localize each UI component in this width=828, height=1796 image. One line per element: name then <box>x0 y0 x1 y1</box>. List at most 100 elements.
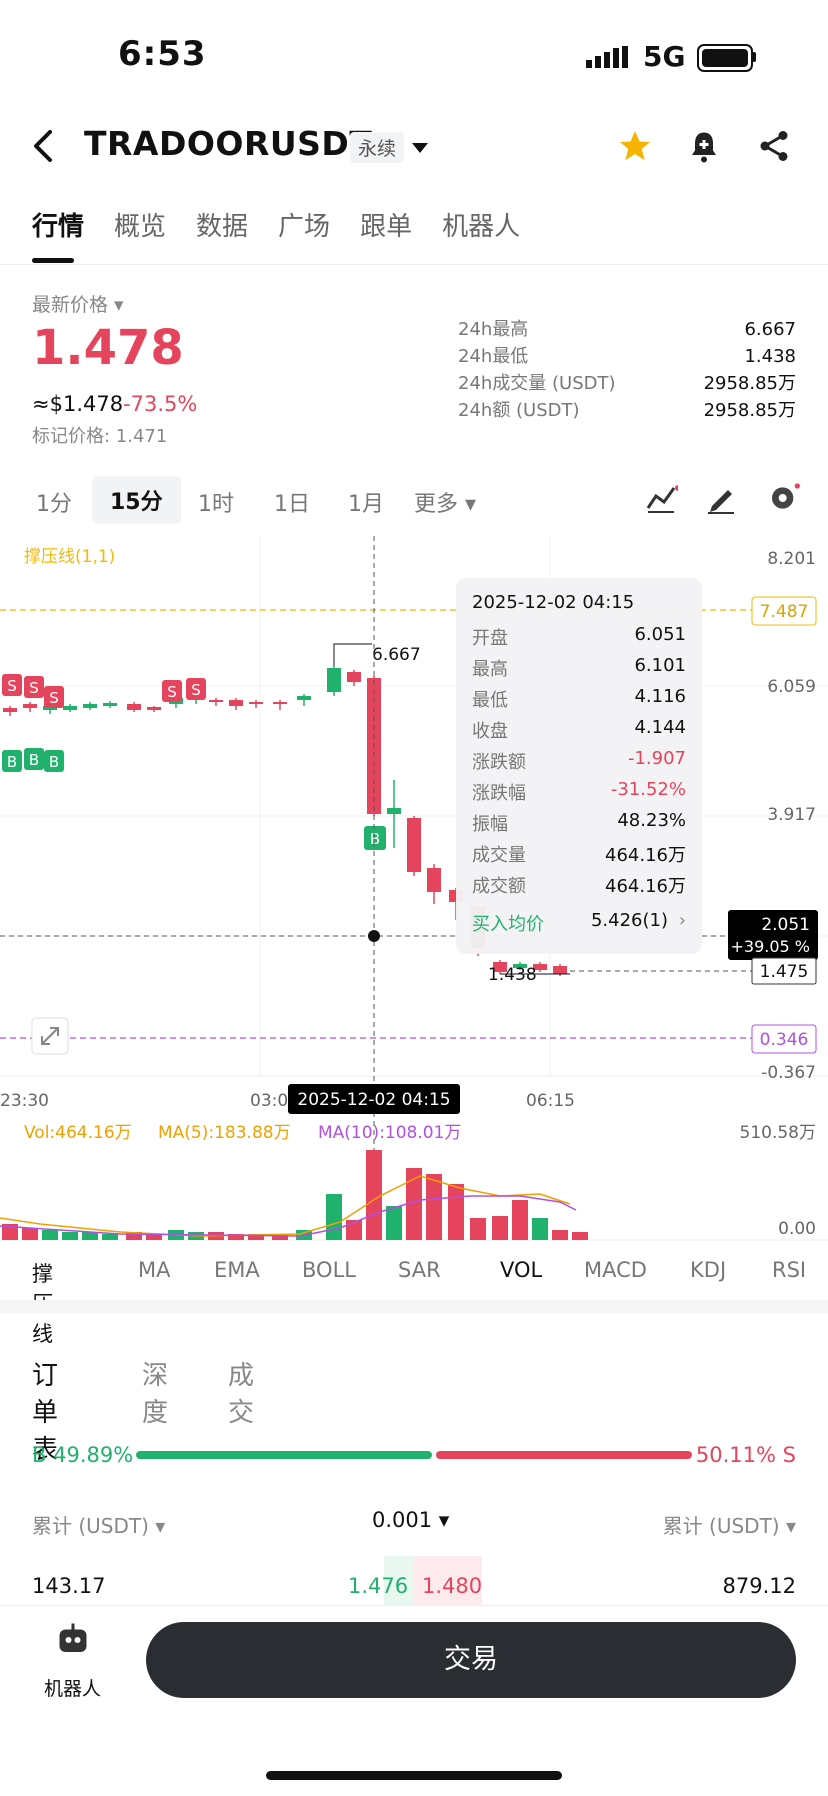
stat-value: 1.438 <box>744 346 796 367</box>
tf-more[interactable]: 更多 ▾ <box>414 492 477 517</box>
ind-tab-macd[interactable]: MACD <box>584 1258 647 1282</box>
divider <box>0 264 828 265</box>
stat-value: 2958.85万 <box>703 400 796 421</box>
stats-values: 6.667 1.438 2958.85万 2958.85万 <box>704 316 796 424</box>
y-label: 3.917 <box>767 805 816 825</box>
sell-ratio: 50.11% S <box>695 1443 796 1467</box>
precision-select[interactable]: 0.001 ▾ <box>372 1508 450 1532</box>
latest-price-label[interactable]: 最新价格 ▾ <box>32 294 124 316</box>
svg-text:B: B <box>370 830 380 848</box>
crosshair-time: 2025-12-02 04:15 <box>297 1090 450 1110</box>
battery-icon <box>697 44 753 72</box>
draw-pen-icon[interactable] <box>706 484 736 518</box>
tf-1m[interactable]: 1分 <box>36 492 72 517</box>
ask-total: 879.12 <box>722 1574 796 1598</box>
stat-value: 6.667 <box>744 319 796 340</box>
tab-orderbook[interactable]: 订单表 <box>32 1361 59 1465</box>
kline-chart[interactable]: 撑压线(1,1) 7.487 0.346 8.201 6.059 3.917 -… <box>0 536 828 1246</box>
svg-text:S: S <box>29 679 39 697</box>
ma10-legend: MA(10):108.01万 <box>318 1123 461 1143</box>
main-tabs: 行情 概览 数据 广场 跟单 机器人 <box>32 206 550 243</box>
svg-text:S: S <box>167 683 177 701</box>
buy-ratio-bar <box>136 1451 432 1459</box>
symbol-title[interactable]: TRADOORUSDT <box>84 124 373 163</box>
contract-type-badge[interactable]: 永续 <box>350 132 405 163</box>
network-label: 5G <box>643 40 686 73</box>
signal-icon <box>586 46 630 72</box>
tab-overview[interactable]: 概览 <box>114 212 167 242</box>
svg-text:B: B <box>29 751 39 769</box>
change-pct: -73.5% <box>123 392 198 416</box>
expand-icon[interactable] <box>31 1017 69 1055</box>
tooltip-value: 6.051 <box>634 624 686 645</box>
ind-tab-vol[interactable]: VOL <box>500 1258 543 1282</box>
tab-robot[interactable]: 机器人 <box>442 212 521 242</box>
stat-label: 24h额 (USDT) <box>458 400 580 421</box>
robot-label[interactable]: 机器人 <box>44 1678 102 1700</box>
ind-tab-ema[interactable]: EMA <box>214 1258 260 1282</box>
tf-15m[interactable]: 15分 <box>92 476 181 524</box>
trade-button[interactable]: 交易 <box>146 1622 796 1698</box>
tf-1mo[interactable]: 1月 <box>348 492 384 517</box>
tooltip-key: 涨跌额 <box>472 752 526 773</box>
tooltip-value: 4.116 <box>634 686 686 707</box>
usd-price-row: ≈$1.478-73.5% <box>32 392 197 416</box>
tab-market[interactable]: 行情 <box>32 212 85 242</box>
tooltip-key: 涨跌幅 <box>472 783 526 804</box>
tooltip-value: -1.907 <box>627 748 686 769</box>
section-gap <box>0 1300 828 1314</box>
tab-square[interactable]: 广场 <box>278 212 331 242</box>
tab-copy-trade[interactable]: 跟单 <box>360 212 413 242</box>
tab-data[interactable]: 数据 <box>196 212 249 242</box>
tf-1d[interactable]: 1日 <box>274 492 310 517</box>
ma5-legend: MA(5):183.88万 <box>158 1123 291 1143</box>
vol-legend: Vol:464.16万 <box>24 1123 132 1143</box>
back-icon[interactable] <box>28 126 56 170</box>
y-label: 8.201 <box>767 549 816 569</box>
tooltip-key: 成交额 <box>472 876 526 897</box>
battery-tip <box>752 52 756 62</box>
home-indicator <box>266 1771 562 1780</box>
ask-price[interactable]: 1.480 <box>422 1574 483 1598</box>
svg-text:S: S <box>49 689 59 707</box>
bell-add-icon[interactable] <box>686 128 722 168</box>
tab-depth[interactable]: 深度 <box>142 1361 169 1428</box>
tooltip-value: 464.16万 <box>605 876 686 897</box>
avg-buy-value: 5.426(1) <box>590 910 668 931</box>
ind-tab-rsi[interactable]: RSI <box>772 1258 807 1282</box>
tab-trades[interactable]: 成交 <box>228 1361 255 1428</box>
ask-total-header[interactable]: 累计 (USDT) ▾ <box>662 1514 796 1538</box>
robot-icon[interactable] <box>54 1622 92 1662</box>
indicator-icon[interactable] <box>644 484 681 518</box>
avg-buy-row[interactable]: 买入均价 5.426(1) › <box>472 910 686 936</box>
tooltip-key: 最低 <box>472 690 508 711</box>
ind-tab-sar[interactable]: SAR <box>398 1258 441 1282</box>
buy-ratio: B 49.89% <box>32 1443 134 1467</box>
bid-price[interactable]: 1.476 <box>348 1574 409 1598</box>
tab-underline <box>32 258 74 263</box>
star-icon[interactable] <box>616 128 654 168</box>
tooltip-key: 最高 <box>472 659 508 680</box>
high-label: 6.667 <box>372 645 421 665</box>
support-tag: 0.346 <box>760 1030 809 1050</box>
tf-1h[interactable]: 1时 <box>198 492 234 517</box>
vol-min: 0.00 <box>778 1219 816 1239</box>
trade-tags: S S S S S B B B B <box>2 674 386 850</box>
svg-text:B: B <box>49 753 59 771</box>
crosshair-pct: +39.05 % <box>731 937 811 956</box>
chevron-down-icon[interactable] <box>410 140 430 159</box>
chevron-right-icon: › <box>678 910 686 931</box>
sr-indicator-title: 撑压线(1,1) <box>24 547 115 567</box>
ind-tab-boll[interactable]: BOLL <box>302 1258 356 1282</box>
ind-tab-ma[interactable]: MA <box>138 1258 171 1282</box>
x-label: 03:0 <box>250 1091 288 1111</box>
tooltip-key: 开盘 <box>472 628 508 649</box>
ind-tab-kdj[interactable]: KDJ <box>690 1258 727 1282</box>
bid-total-header[interactable]: 累计 (USDT) ▾ <box>32 1514 166 1538</box>
share-icon[interactable] <box>756 128 792 168</box>
usd-price: ≈$1.478 <box>32 392 124 416</box>
tooltip-key: 收盘 <box>472 721 508 742</box>
status-time: 6:53 <box>118 34 207 74</box>
settings-gear-icon[interactable] <box>766 482 802 518</box>
stat-label: 24h最低 <box>458 346 529 367</box>
